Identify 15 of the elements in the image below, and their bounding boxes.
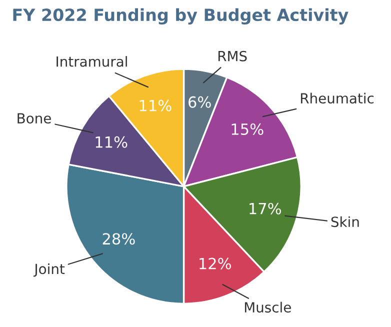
data-label: 12% xyxy=(200,258,231,270)
data-label: 6% xyxy=(188,96,211,108)
slice-label: Joint xyxy=(34,263,65,277)
data-label: 11% xyxy=(96,136,128,148)
data-label: 28% xyxy=(102,233,135,245)
slice-label: Skin xyxy=(331,216,359,228)
data-label: 11% xyxy=(140,100,172,112)
slice-label: Rheumatic xyxy=(300,92,374,104)
slice-label: Intramural xyxy=(56,56,127,67)
data-label: 17% xyxy=(250,202,282,214)
slice-label: RMS xyxy=(218,50,247,62)
slice-label: Bone xyxy=(18,113,51,124)
slice-label: Muscle xyxy=(244,302,291,313)
data-label: 15% xyxy=(232,123,264,135)
chart-title: FY 2022 Funding by Budget Activity xyxy=(13,8,348,24)
